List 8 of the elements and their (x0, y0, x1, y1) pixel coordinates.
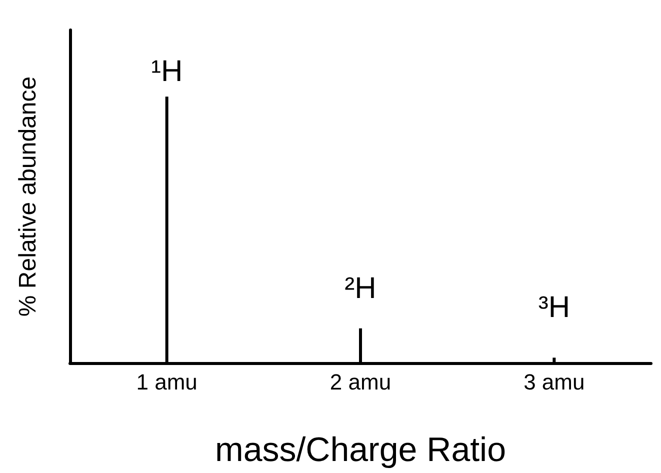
x-tick-label: 2 amu (330, 370, 392, 394)
annotation: ²H (344, 272, 376, 305)
x-tick-label: 1 amu (136, 370, 198, 394)
annotation: ¹H (151, 55, 183, 88)
y-axis-title: % Relative abundance (14, 76, 42, 317)
annotation: ³H (538, 291, 570, 324)
x-axis-title: mass/Charge Ratio (214, 431, 506, 469)
x-tick-label: 3 amu (524, 370, 585, 394)
